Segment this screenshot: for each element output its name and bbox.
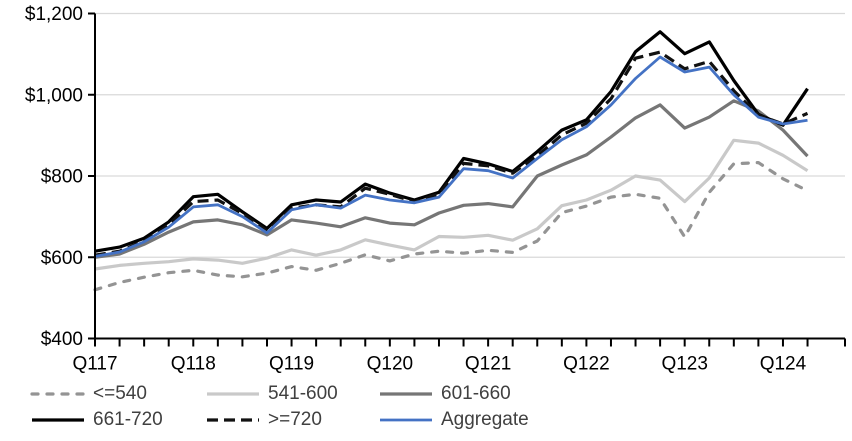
series-line-601660 — [94, 99, 809, 259]
legend-swatch — [30, 392, 86, 396]
x-tick-label: Q119 — [269, 354, 314, 375]
x-tick-label: Q122 — [563, 354, 609, 375]
y-tick-label: $1,000 — [25, 85, 83, 106]
y-tick-label: $1,200 — [25, 4, 83, 25]
x-tick-label: Q118 — [171, 354, 216, 375]
legend-swatch — [207, 392, 259, 396]
x-tick-label: Q120 — [367, 354, 413, 375]
series-line-541600 — [94, 138, 809, 271]
legend-label: 661-720 — [93, 409, 163, 430]
chart-legend: <=540 541-600 601-660 661-720 >=720 Aggr… — [0, 380, 852, 441]
legend-item: 601-660 — [378, 381, 511, 407]
legend-item: 661-720 — [30, 407, 163, 433]
y-tick-label: $800 — [41, 167, 83, 188]
legend-item: <=540 — [30, 381, 147, 407]
legend-swatch — [380, 418, 432, 422]
legend-swatch — [380, 392, 432, 396]
legend-label: 541-600 — [268, 383, 338, 404]
series-line-720 — [94, 50, 809, 257]
legend-label: <=540 — [93, 383, 147, 404]
legend-swatch — [32, 418, 84, 422]
legend-swatch — [207, 418, 259, 422]
x-tick-label: Q121 — [465, 354, 511, 375]
legend-label: 601-660 — [441, 383, 511, 404]
legend-item: 541-600 — [205, 381, 338, 407]
chart-plot-area: $400 $600 $800 $1,000 $1,200 Q117 Q118 Q119 Q120… — [25, 4, 846, 375]
legend-label: >=720 — [268, 409, 322, 430]
y-tick-label: $400 — [41, 329, 83, 350]
series-line-661720 — [94, 30, 809, 253]
legend-item: Aggregate — [378, 407, 529, 433]
x-tick-label: Q124 — [760, 354, 807, 375]
y-tick-label: $600 — [41, 248, 83, 269]
x-tick-label: Q123 — [661, 354, 707, 375]
series-line-540 — [93, 161, 810, 292]
legend-label: Aggregate — [441, 409, 529, 430]
series-line-Aggregate — [94, 55, 808, 258]
x-tick-label: Q117 — [72, 354, 117, 375]
legend-item: >=720 — [205, 407, 322, 433]
